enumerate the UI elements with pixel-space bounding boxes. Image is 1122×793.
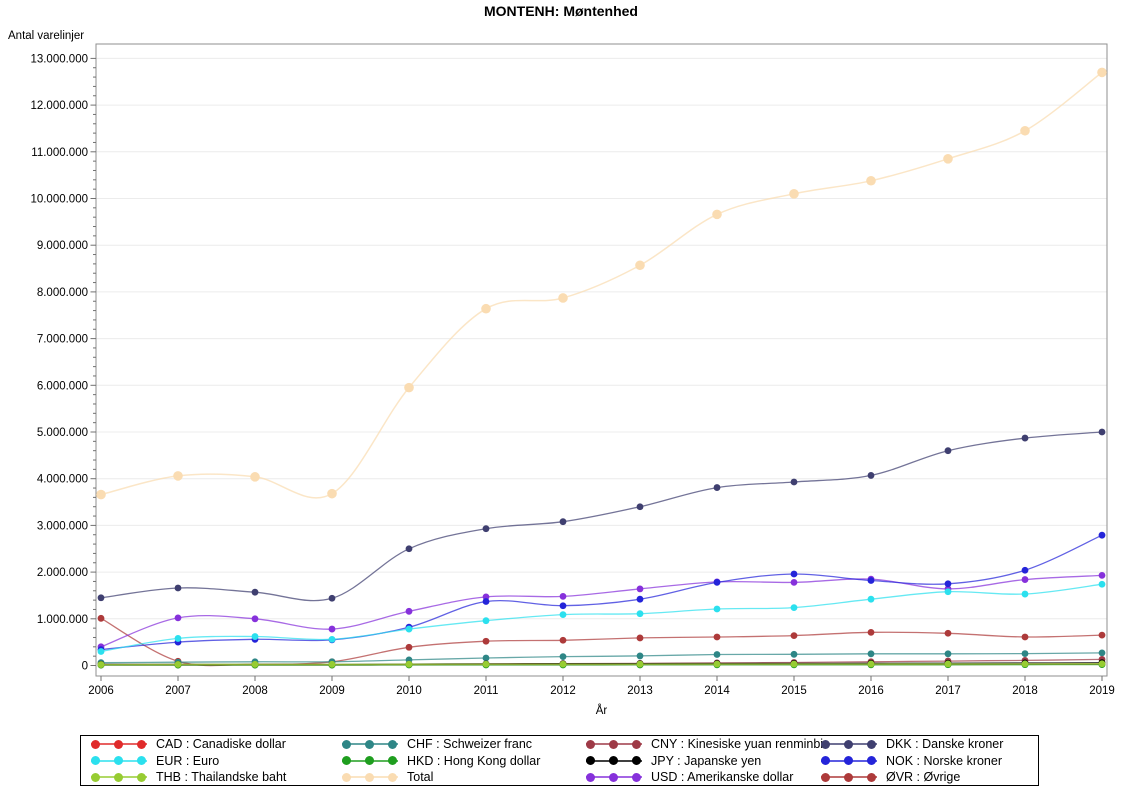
series-line-DKK bbox=[100, 431, 1103, 602]
legend-item-JPY: JPY : Japanske yen bbox=[586, 752, 821, 769]
y-tick-label: 5.000.000 bbox=[37, 427, 88, 439]
x-tick-label: 2009 bbox=[319, 685, 345, 697]
legend-item-NOK: NOK : Norske kroner bbox=[821, 752, 1038, 769]
legend-line-marker-icon bbox=[586, 756, 642, 765]
x-tick-label: 2006 bbox=[88, 685, 114, 697]
x-tick-label: 2012 bbox=[550, 685, 576, 697]
plot-frame bbox=[95, 43, 1108, 677]
x-tick-label: 2017 bbox=[935, 685, 961, 697]
series-line-TOTAL bbox=[100, 71, 1103, 499]
x-tick-label: 2007 bbox=[165, 685, 191, 697]
y-tick-label: 12.000.000 bbox=[30, 100, 88, 112]
x-tick-label: 2016 bbox=[858, 685, 884, 697]
chart-title: MONTENH: Møntenhed bbox=[484, 3, 638, 19]
series-markers-THB bbox=[97, 660, 1106, 668]
legend-item-label: JPY : Japanske yen bbox=[651, 753, 762, 768]
x-axis-title: År bbox=[595, 705, 608, 717]
x-tick-label: 2019 bbox=[1089, 685, 1115, 697]
legend-item-CAD: CAD : Canadiske dollar bbox=[91, 736, 342, 753]
legend: CAD : Canadiske dollar CHF : Schweizer fr… bbox=[80, 735, 1039, 786]
y-tick-label: 6.000.000 bbox=[37, 380, 88, 392]
legend-item-label: HKD : Hong Kong dollar bbox=[407, 753, 541, 768]
legend-item-label: USD : Amerikanske dollar bbox=[651, 770, 794, 784]
legend-line-marker-icon bbox=[91, 756, 147, 765]
y-tick-label: 7.000.000 bbox=[37, 334, 88, 346]
series-line-EUR bbox=[100, 583, 1103, 653]
y-tick-label: 10.000.000 bbox=[30, 194, 88, 206]
series-markers-EUR bbox=[97, 580, 1106, 655]
series-line-CHF bbox=[100, 652, 1103, 664]
legend-item-DKK: DKK : Danske kroner bbox=[821, 736, 1038, 753]
legend-item-label: CNY : Kinesiske yuan renminbi bbox=[651, 737, 824, 751]
gridlines bbox=[96, 57, 1107, 620]
legend-item-HKD: HKD : Hong Kong dollar bbox=[342, 752, 586, 769]
series-markers-DKK bbox=[97, 428, 1106, 602]
y-tick-label: 2.000.000 bbox=[37, 567, 88, 579]
legend-item-label: THB : Thailandske baht bbox=[156, 770, 287, 784]
x-tick-label: 2014 bbox=[704, 685, 730, 697]
x-tick-label: 2008 bbox=[242, 685, 268, 697]
legend-item-label: EUR : Euro bbox=[156, 753, 220, 768]
legend-item-label: ØVR : Øvrige bbox=[886, 770, 961, 784]
series-line-HKD bbox=[101, 663, 1103, 666]
series-line-OVR bbox=[100, 617, 1103, 667]
legend-item-CHF: CHF : Schweizer franc bbox=[342, 736, 586, 753]
legend-line-marker-icon bbox=[342, 756, 398, 765]
legend-item-OVR: ØVR : Øvrige bbox=[821, 769, 1038, 786]
x-tick-label: 2018 bbox=[1012, 685, 1038, 697]
x-tick-label: 2015 bbox=[781, 685, 807, 697]
series-line-THB bbox=[100, 663, 1103, 666]
x-tick-label: 2011 bbox=[474, 685, 499, 697]
line-chart-plot: 0 1.000.000 2.000.000 3.000.000 4.000.000 5.0… bbox=[30, 43, 1115, 697]
legend-line-marker-icon bbox=[342, 772, 398, 782]
legend-item-label: CHF : Schweizer franc bbox=[407, 737, 533, 751]
legend-line-marker-icon bbox=[821, 756, 877, 765]
x-axis: 2006 2007 2008 2009 2010 2011 2012 2013 2014 2015… bbox=[88, 676, 1115, 697]
x-tick-label: 2010 bbox=[396, 685, 422, 697]
legend-line-marker-icon bbox=[91, 739, 147, 749]
x-tick-label: 2013 bbox=[627, 685, 653, 697]
y-tick-label: 8.000.000 bbox=[37, 287, 88, 299]
y-tick-label: 11.000.000 bbox=[31, 147, 88, 159]
y-tick-label: 0 bbox=[82, 661, 88, 673]
legend-item-USD: USD : Amerikanske dollar bbox=[586, 769, 821, 786]
legend-item-CNY: CNY : Kinesiske yuan renminbi bbox=[586, 736, 824, 753]
series-layer bbox=[96, 67, 1107, 669]
y-tick-label: 4.000.000 bbox=[37, 474, 88, 486]
y-tick-label: 1.000.000 bbox=[37, 614, 88, 626]
y-tick-label: 9.000.000 bbox=[37, 240, 88, 252]
legend-line-marker-icon bbox=[821, 772, 877, 782]
y-tick-label: 3.000.000 bbox=[37, 520, 88, 532]
legend-line-marker-icon bbox=[821, 739, 877, 749]
legend-item-EUR: EUR : Euro bbox=[91, 752, 342, 769]
legend-item-THB: THB : Thailandske baht bbox=[91, 769, 342, 786]
legend-line-marker-icon bbox=[586, 739, 642, 749]
legend-item-label: Total bbox=[407, 770, 434, 784]
legend-item-label: CAD : Canadiske dollar bbox=[156, 737, 286, 751]
legend-line-marker-icon bbox=[342, 739, 398, 749]
series-markers-OVR bbox=[97, 614, 1106, 668]
legend-item-label: DKK : Danske kroner bbox=[886, 737, 1004, 751]
legend-item-TOTAL: Total bbox=[342, 769, 586, 786]
y-tick-label: 13.000.000 bbox=[30, 53, 88, 65]
y-axis-title: Antal varelinjer bbox=[8, 30, 85, 42]
y-axis: 0 1.000.000 2.000.000 3.000.000 4.000.000 5.0… bbox=[30, 53, 96, 673]
series-markers-TOTAL bbox=[96, 67, 1107, 500]
legend-item-label: NOK : Norske kroner bbox=[886, 753, 1003, 768]
legend-line-marker-icon bbox=[586, 772, 642, 782]
legend-line-marker-icon bbox=[91, 772, 147, 782]
